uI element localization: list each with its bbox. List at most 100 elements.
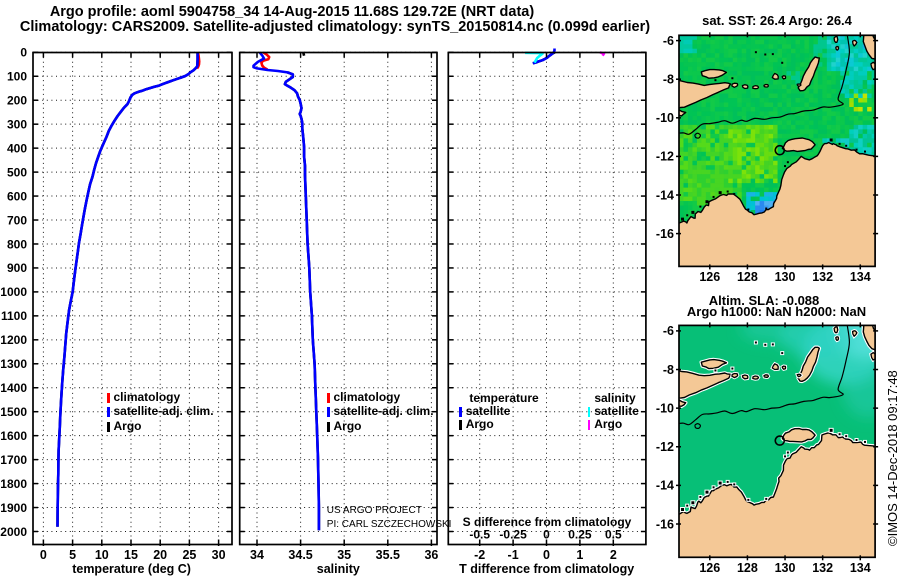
- sst-cell: [732, 71, 738, 76]
- sst-cell: [755, 98, 760, 103]
- y-tick-label: 1400: [0, 381, 27, 395]
- sst-cell: [813, 102, 819, 108]
- sst-cell: [862, 53, 868, 58]
- sst-cell: [813, 115, 819, 121]
- sst-cell: [746, 129, 751, 135]
- x-tick-label: 36: [424, 548, 438, 562]
- sst-cell: [755, 35, 760, 41]
- sst-cell: [701, 44, 707, 50]
- sst-cell: [705, 165, 711, 170]
- sst-cell: [737, 178, 743, 184]
- sst-cell: [692, 44, 698, 50]
- sst-cell: [795, 120, 801, 126]
- sst-cell: [858, 57, 863, 63]
- sst-cell: [799, 39, 805, 45]
- sst-cell: [705, 124, 711, 130]
- sst-cell: [777, 169, 783, 175]
- salinity-legend: climatology satellite-adj. clim. Argo: [327, 391, 447, 434]
- sst-cell: [822, 80, 828, 85]
- sst-cell: [701, 124, 707, 130]
- sst-cell: [728, 84, 734, 90]
- sst-cell: [705, 147, 711, 153]
- sst-cell: [822, 138, 828, 144]
- sst-cell: [710, 35, 716, 41]
- y-tick-label: 2000: [0, 525, 27, 539]
- sst-cell: [714, 178, 720, 184]
- sst-cell: [808, 124, 814, 130]
- sst-cell: [782, 133, 787, 139]
- sst-cell: [750, 210, 756, 215]
- sst-cell: [750, 151, 756, 157]
- sst-cell: [844, 115, 850, 121]
- sst-cell: [750, 39, 756, 45]
- sst-cell: [782, 124, 787, 130]
- sst-cell: [683, 174, 689, 179]
- sst-cell: [746, 196, 751, 202]
- sst-cell: [867, 98, 872, 103]
- sst-cell: [732, 53, 738, 58]
- x-tick-label: 35.5: [376, 548, 400, 562]
- sst-cell: [782, 138, 787, 144]
- legend-label: satellite-adj. clim.: [113, 404, 214, 419]
- sst-cell: [831, 84, 837, 90]
- map-lat-label: -14: [656, 479, 674, 493]
- sst-cell: [817, 48, 823, 54]
- sst-cell: [782, 98, 787, 103]
- sst-cell: [777, 124, 783, 130]
- sst-cell: [826, 62, 832, 67]
- sst-cell: [679, 39, 684, 45]
- sst-cell: [795, 75, 801, 81]
- sst-cell: [808, 102, 814, 108]
- sst-cell: [719, 124, 725, 130]
- sst-cell: [723, 106, 729, 112]
- sst-cell: [679, 205, 684, 211]
- sst-cell: [826, 102, 832, 108]
- sst-cell: [835, 129, 841, 135]
- sst-cell: [844, 138, 850, 144]
- sst-cell: [799, 62, 805, 67]
- sst-cell: [782, 115, 787, 121]
- sst-cell: [786, 84, 792, 90]
- sst-cell: [768, 160, 774, 166]
- sst-cell: [831, 138, 837, 144]
- sst-cell: [817, 62, 823, 67]
- sst-cell: [737, 138, 743, 144]
- islet: [741, 84, 749, 90]
- sst-cell: [696, 133, 702, 139]
- island-speck: [863, 440, 866, 443]
- sst-cell: [768, 98, 774, 103]
- sst-cell: [853, 71, 859, 76]
- sst-cell: [732, 62, 738, 67]
- sst-cell: [737, 66, 743, 72]
- x-tick-label: 2: [610, 548, 617, 562]
- sst-cell: [867, 142, 872, 148]
- sst-cell: [835, 102, 841, 108]
- sst-cell: [840, 115, 846, 121]
- sst-cell: [817, 93, 823, 99]
- sst-cell: [817, 75, 823, 81]
- sst-cell: [759, 160, 765, 166]
- sst-cell: [723, 165, 729, 170]
- sst-cell: [723, 89, 729, 94]
- diff-legend-temperature-header: temperature: [469, 390, 539, 405]
- sst-cell: [759, 115, 765, 121]
- sst-cell: [701, 151, 707, 157]
- sst-cell: [795, 129, 801, 135]
- sst-cell: [732, 156, 738, 162]
- sst-cell: [764, 133, 769, 139]
- sst-cell: [741, 142, 747, 148]
- sst-cell: [687, 147, 693, 153]
- sst-cell: [696, 48, 702, 54]
- sst-cell: [679, 138, 684, 144]
- sst-cell: [755, 111, 760, 117]
- sst-cell: [746, 44, 751, 50]
- sst-cell: [786, 75, 792, 81]
- sst-cell: [710, 115, 716, 121]
- sst-cell: [746, 39, 751, 45]
- sst-cell: [679, 214, 684, 220]
- sst-cell: [737, 39, 743, 45]
- sst-cell: [849, 48, 855, 54]
- sst-cell: [701, 39, 707, 45]
- sst-cell: [858, 66, 863, 72]
